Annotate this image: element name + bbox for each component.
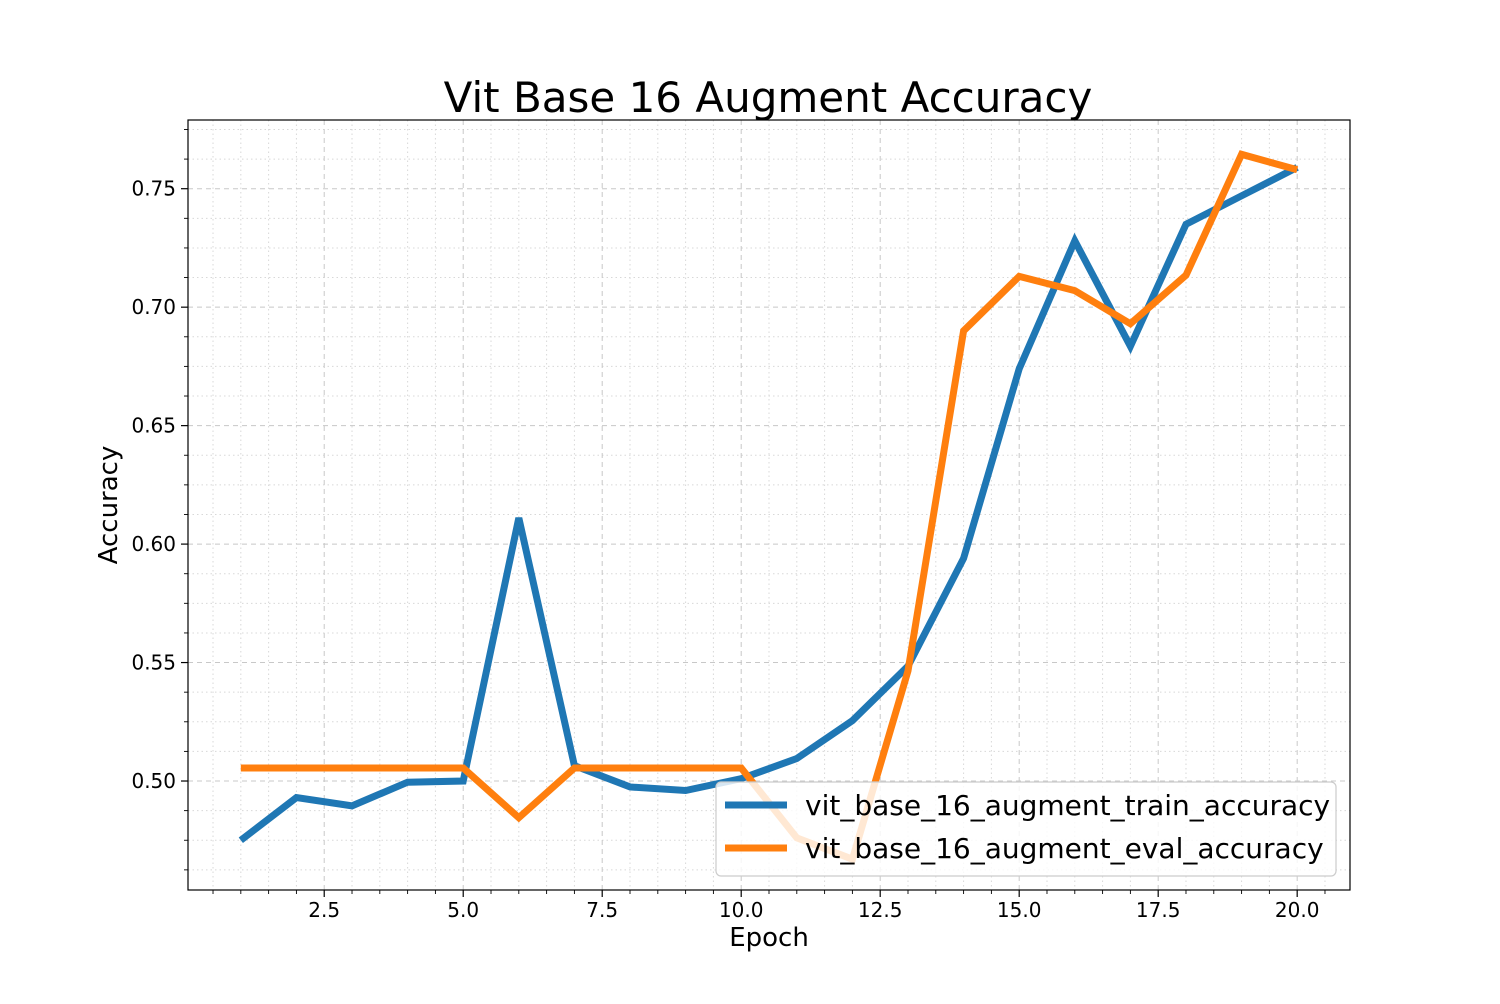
x-tick-label: 20.0 bbox=[1275, 898, 1320, 922]
y-tick-labels: 0.50 0.55 0.60 0.65 0.70 0.75 bbox=[131, 177, 176, 793]
x-tick-label: 10.0 bbox=[719, 898, 764, 922]
x-tick-label: 7.5 bbox=[586, 898, 618, 922]
y-axis-label: Accuracy bbox=[94, 446, 124, 565]
legend-label-eval: vit_base_16_augment_eval_accuracy bbox=[805, 832, 1324, 865]
chart-title: Vit Base 16 Augment Accuracy bbox=[444, 73, 1093, 122]
axis-ticks bbox=[181, 129, 1326, 897]
minor-gridlines bbox=[188, 120, 1350, 890]
series-line-train bbox=[238, 164, 1299, 844]
x-axis-label: Epoch bbox=[729, 923, 809, 953]
legend-box bbox=[715, 781, 1337, 877]
y-tick-label: 0.75 bbox=[131, 177, 176, 201]
x-tick-label: 12.5 bbox=[858, 898, 903, 922]
y-tick-label: 0.65 bbox=[131, 414, 176, 438]
major-gridlines bbox=[188, 120, 1350, 890]
x-tick-label: 2.5 bbox=[308, 898, 340, 922]
x-tick-label: 15.0 bbox=[997, 898, 1042, 922]
legend: vit_base_16_augment_train_accuracy vit_b… bbox=[715, 781, 1337, 877]
y-tick-label: 0.55 bbox=[131, 651, 176, 675]
legend-label-train: vit_base_16_augment_train_accuracy bbox=[805, 789, 1330, 822]
x-tick-labels: 2.5 5.0 7.5 10.0 12.5 15.0 17.5 20.0 bbox=[308, 898, 1319, 922]
y-tick-label: 0.60 bbox=[131, 532, 176, 556]
y-tick-label: 0.70 bbox=[131, 295, 176, 319]
y-tick-label: 0.50 bbox=[131, 769, 176, 793]
x-tick-label: 17.5 bbox=[1136, 898, 1181, 922]
x-tick-label: 5.0 bbox=[447, 898, 479, 922]
plot-frame bbox=[187, 119, 1351, 891]
